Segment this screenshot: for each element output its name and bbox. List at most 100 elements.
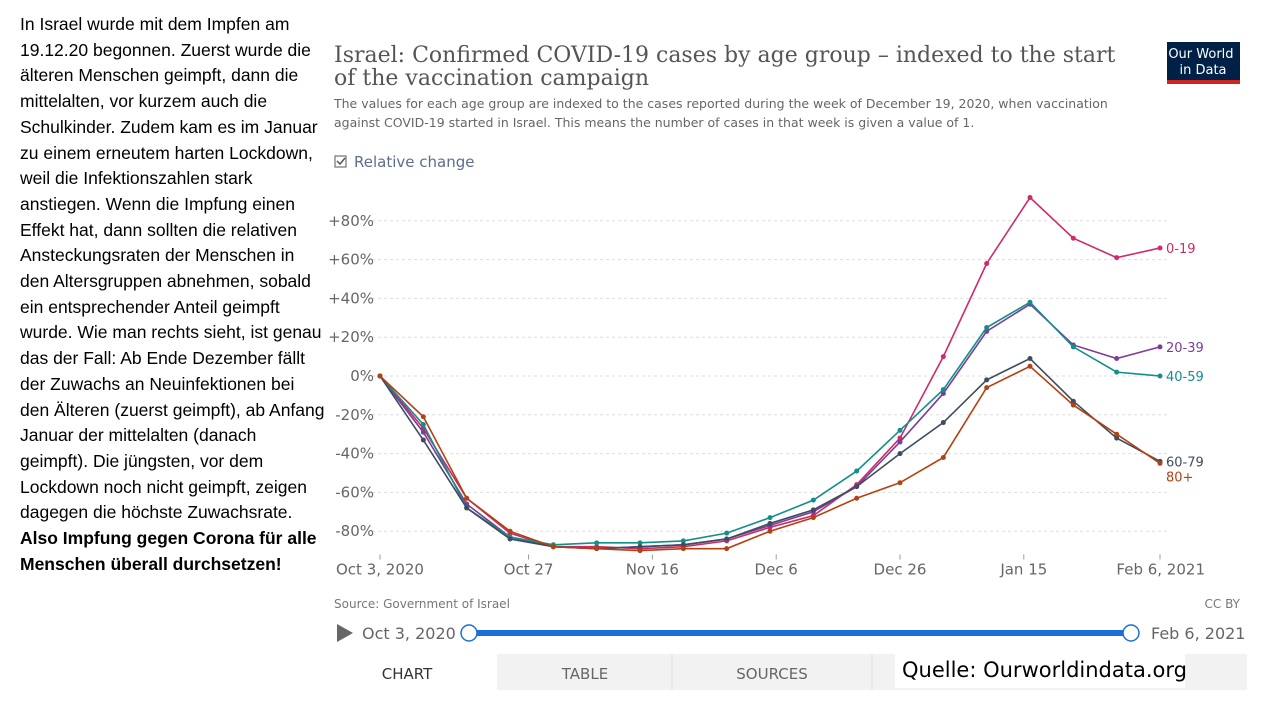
- legend-label: 80+: [1166, 470, 1193, 485]
- y-tick-label: 0%: [350, 367, 374, 385]
- point: [810, 507, 816, 513]
- series-line: [379, 303, 1161, 550]
- point: [1027, 299, 1033, 305]
- x-tick-label: Nov 16: [626, 560, 679, 578]
- logo-text: Our World in Data: [1168, 47, 1237, 78]
- point: [984, 385, 990, 391]
- point: [940, 420, 946, 426]
- point: [637, 544, 643, 550]
- body-text: In Israel wurde mit dem Impfen am 19.12.…: [20, 14, 325, 523]
- point: [854, 468, 860, 474]
- point: [1114, 435, 1120, 441]
- point: [1157, 245, 1163, 251]
- timeline-handle[interactable]: [460, 624, 478, 642]
- timeline-start: Oct 3, 2020: [362, 624, 456, 643]
- point: [464, 495, 470, 501]
- point: [897, 439, 903, 445]
- point: [1027, 356, 1033, 362]
- y-tick-label: +60%: [328, 251, 374, 269]
- point: [897, 480, 903, 486]
- x-tick-label: Dec 6: [755, 560, 798, 578]
- y-tick-label: -20%: [335, 406, 374, 424]
- point: [854, 484, 860, 490]
- point: [1157, 344, 1163, 350]
- point: [984, 377, 990, 383]
- point: [854, 495, 860, 501]
- y-tick-label: -80%: [335, 522, 374, 540]
- point: [680, 546, 686, 552]
- point: [1114, 356, 1120, 362]
- point: [680, 542, 686, 548]
- point: [767, 528, 773, 534]
- point: [1114, 431, 1120, 437]
- checkbox[interactable]: [334, 155, 347, 168]
- legend-label: 0-19: [1166, 242, 1196, 257]
- point: [420, 437, 426, 443]
- point: [1027, 363, 1033, 369]
- y-tick-label: +40%: [328, 289, 374, 307]
- point: [1157, 373, 1163, 379]
- x-tick-label: Oct 3, 2020: [336, 560, 424, 578]
- point: [897, 435, 903, 441]
- point: [1070, 402, 1076, 408]
- logo: [1167, 42, 1240, 84]
- y-tick-label: -60%: [335, 483, 374, 501]
- series-line: [379, 196, 1161, 550]
- bold-text: Also Impfung gegen Corona für alle Mensc…: [20, 528, 317, 574]
- license: CC BY: [1205, 597, 1241, 611]
- point: [940, 387, 946, 393]
- plot: -80% -60% -40% -20% 0% +20% +40% +60% +80% Oct 3,…: [328, 195, 1205, 578]
- legend-label: 20-39: [1166, 341, 1204, 356]
- point: [767, 520, 773, 526]
- checkmark: [336, 157, 346, 166]
- x-tick-label: Feb 6, 2021: [1116, 560, 1205, 578]
- tab[interactable]: TABLE: [561, 665, 608, 683]
- legend-label: 40-59: [1166, 370, 1204, 385]
- checkbox-label[interactable]: Relative change: [354, 153, 474, 171]
- point: [810, 497, 816, 503]
- legend-label: 60-79: [1166, 455, 1204, 470]
- point: [680, 538, 686, 544]
- point: [724, 546, 730, 552]
- point: [1157, 460, 1163, 466]
- x-tick-label: Dec 26: [874, 560, 927, 578]
- point: [724, 530, 730, 536]
- y-tick-label: +20%: [328, 328, 374, 346]
- point: [984, 260, 990, 266]
- point: [810, 515, 816, 521]
- tab[interactable]: CHART: [382, 665, 433, 683]
- chart-subtitle: The values for each age group are indexe…: [333, 96, 1112, 130]
- point: [420, 429, 426, 435]
- x-tick-label: Oct 27: [504, 560, 554, 578]
- point: [940, 390, 946, 396]
- point: [420, 422, 426, 427]
- timeline-handle[interactable]: [1122, 624, 1140, 642]
- play-button[interactable]: [337, 624, 353, 642]
- point: [984, 325, 990, 330]
- point: [1070, 235, 1076, 241]
- point: [1027, 195, 1033, 201]
- point: [637, 548, 643, 554]
- point: [507, 528, 513, 534]
- point: [724, 536, 730, 542]
- y-tick-label: -40%: [335, 445, 374, 463]
- point: [897, 451, 903, 457]
- quelle-box: [895, 650, 1185, 688]
- series-line: [379, 301, 1161, 546]
- point: [1114, 369, 1120, 375]
- quelle: Quelle: Ourworldindata.org: [902, 658, 1187, 682]
- point: [594, 546, 600, 552]
- tab[interactable]: SOURCES: [736, 665, 807, 683]
- point: [420, 414, 426, 420]
- y-tick-label: +80%: [328, 212, 374, 230]
- point: [940, 454, 946, 460]
- point: [377, 373, 383, 379]
- point: [1070, 344, 1076, 350]
- point: [897, 427, 903, 433]
- point: [550, 544, 556, 550]
- source: Source: Government of Israel: [334, 597, 510, 611]
- chart-title: Israel: Confirmed COVID-19 cases by age …: [334, 43, 1122, 91]
- point: [637, 540, 643, 546]
